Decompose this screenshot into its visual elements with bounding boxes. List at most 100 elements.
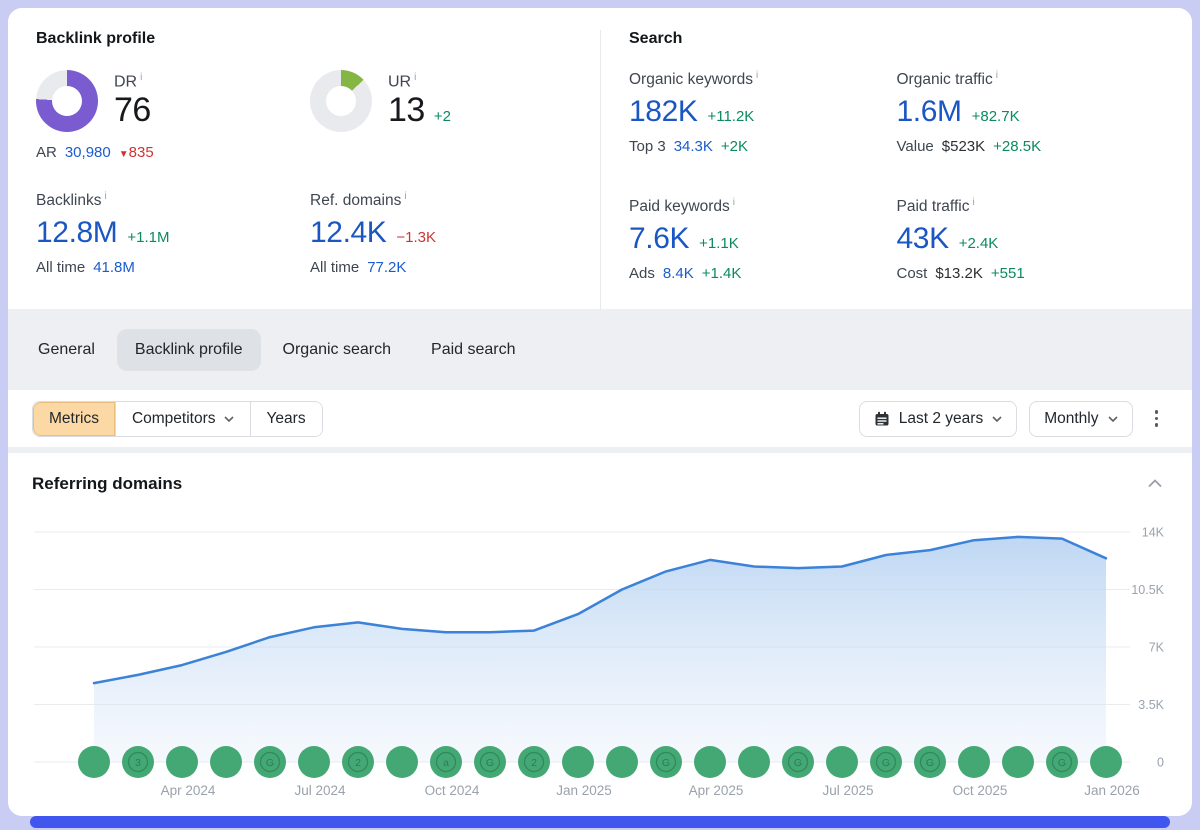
backlinks-value[interactable]: 12.8M xyxy=(36,216,118,250)
info-icon[interactable]: i xyxy=(995,70,998,81)
paid-traffic-value[interactable]: 43K xyxy=(896,222,950,256)
backlinks-sub-value[interactable]: 41.8M xyxy=(93,259,135,277)
calendar-event-marker[interactable] xyxy=(430,746,462,779)
calendar-event-marker[interactable] xyxy=(870,746,902,779)
y-axis-tick: 7K xyxy=(1149,641,1165,655)
competitors-label: Competitors xyxy=(131,409,216,427)
x-axis-tick: Jan 2026 xyxy=(1084,783,1140,798)
metrics-button[interactable]: Metrics xyxy=(33,401,116,436)
calendar-event-marker[interactable] xyxy=(782,746,814,779)
marker-glyph: G xyxy=(882,757,890,769)
calendar-event-marker[interactable] xyxy=(606,746,638,779)
top3-value[interactable]: 34.3K xyxy=(673,138,713,156)
calendar-event-marker[interactable] xyxy=(738,746,770,779)
backlinks-delta: +1.1M xyxy=(127,229,170,247)
granularity-dropdown[interactable]: Monthly xyxy=(1029,400,1133,437)
organic-keywords-value[interactable]: 182K xyxy=(629,95,698,129)
view-mode-group: Metrics Competitors Years xyxy=(32,400,323,437)
x-axis-tick: Jan 2025 xyxy=(556,783,612,798)
info-icon[interactable]: i xyxy=(104,191,107,202)
marker-glyph: 2 xyxy=(531,757,537,769)
organic-keywords-metric: Organic keywords i 182K +11.2K Top 3 34.3… xyxy=(629,70,897,155)
calendar-event-marker[interactable] xyxy=(1046,746,1078,779)
calendar-event-marker[interactable] xyxy=(1090,746,1122,779)
paid-traffic-delta: +2.4K xyxy=(958,235,999,253)
organic-traffic-delta: +82.7K xyxy=(971,108,1020,126)
marker-glyph: G xyxy=(1058,757,1066,769)
marker-ring xyxy=(347,751,369,773)
organic-traffic-metric: Organic traffic i 1.6M +82.7K Value $523K… xyxy=(897,70,1165,155)
ar-value[interactable]: 30,980 xyxy=(64,144,111,161)
organic-keywords-label: Organic keywords i xyxy=(629,70,759,89)
ref-domains-sub-value[interactable]: 77.2K xyxy=(367,259,407,277)
report-tabs: General Backlink profile Organic search … xyxy=(8,309,1192,390)
marker-ring xyxy=(523,751,545,773)
marker-ring xyxy=(919,751,941,773)
calendar-event-marker[interactable] xyxy=(914,746,946,779)
calendar-event-marker[interactable] xyxy=(78,746,110,779)
calendar-event-marker[interactable] xyxy=(122,746,154,779)
collapse-section-button[interactable] xyxy=(1142,471,1168,497)
x-axis-tick: Jul 2024 xyxy=(294,783,346,798)
calendar-event-marker[interactable] xyxy=(650,746,682,779)
marker-glyph: G xyxy=(794,757,802,769)
granularity-label: Monthly xyxy=(1044,409,1099,427)
ref-domains-value[interactable]: 12.4K xyxy=(310,216,387,250)
x-axis-tick: Apr 2024 xyxy=(161,783,216,798)
years-button[interactable]: Years xyxy=(250,401,322,436)
calendar-event-marker[interactable] xyxy=(210,746,242,779)
calendar-event-marker[interactable] xyxy=(166,746,198,779)
info-icon[interactable]: i xyxy=(732,197,736,209)
paid-keywords-delta: +1.1K xyxy=(699,235,739,253)
ref-domains-metric: Ref. domains i 12.4K −1.3K All time 77.2K xyxy=(310,191,584,276)
ads-value[interactable]: 8.4K xyxy=(662,265,694,283)
dr-donut-chart xyxy=(36,70,98,132)
value-label: Value xyxy=(896,138,934,156)
calendar-event-marker[interactable] xyxy=(474,746,506,779)
tab-paid-search[interactable]: Paid search xyxy=(431,340,516,358)
paid-traffic-label: Paid traffic i xyxy=(896,197,975,216)
tab-organic-search[interactable]: Organic search xyxy=(282,340,392,358)
info-icon[interactable]: i xyxy=(140,72,143,83)
x-axis-tick: Apr 2025 xyxy=(689,783,744,798)
y-axis-tick: 10.5K xyxy=(1131,583,1164,597)
ahrefs-overview-page: Backlink profile DR i 76 AR 30,980 ▼835 xyxy=(8,8,1192,816)
top3-delta: +2K xyxy=(720,138,749,156)
info-icon[interactable]: i xyxy=(972,197,975,209)
competitors-dropdown[interactable]: Competitors xyxy=(115,401,251,436)
dr-label: DR i xyxy=(114,72,143,91)
calendar-event-marker[interactable] xyxy=(562,746,594,779)
calendar-event-marker[interactable] xyxy=(694,746,726,779)
calendar-event-marker[interactable] xyxy=(342,746,374,779)
info-icon[interactable]: i xyxy=(404,191,407,202)
ur-donut-chart xyxy=(310,70,372,132)
chevron-down-icon xyxy=(992,416,1002,422)
info-icon[interactable]: i xyxy=(414,72,417,83)
organic-traffic-label: Organic traffic i xyxy=(896,70,998,89)
calendar-event-marker[interactable] xyxy=(254,746,286,779)
ur-value: 13 xyxy=(388,91,425,130)
marker-glyph: G xyxy=(926,757,934,769)
search-section: Search Organic keywords i 182K +11.2K Top… xyxy=(600,30,1165,310)
marker-ring xyxy=(1051,751,1073,773)
calendar-event-marker[interactable] xyxy=(826,746,858,779)
tab-general[interactable]: General xyxy=(38,340,95,358)
calendar-event-marker[interactable] xyxy=(518,746,550,779)
calendar-event-marker[interactable] xyxy=(298,746,330,779)
calendar-event-marker[interactable] xyxy=(958,746,990,779)
info-icon[interactable]: i xyxy=(756,70,759,81)
date-range-label: Last 2 years xyxy=(898,409,984,427)
more-options-kebab-icon[interactable] xyxy=(1145,404,1169,433)
marker-ring xyxy=(875,751,897,773)
organic-keywords-delta: +11.2K xyxy=(707,108,755,126)
calendar-event-marker[interactable] xyxy=(386,746,418,779)
calendar-event-marker[interactable] xyxy=(1002,746,1034,779)
ur-delta: +2 xyxy=(433,108,451,126)
organic-traffic-value[interactable]: 1.6M xyxy=(896,95,963,129)
tab-backlink-profile[interactable]: Backlink profile xyxy=(116,328,261,371)
paid-keywords-value[interactable]: 7.6K xyxy=(629,222,690,256)
y-axis-tick: 3.5K xyxy=(1138,698,1164,712)
calendar-icon xyxy=(875,411,889,426)
y-axis-tick: 14K xyxy=(1142,526,1165,540)
date-range-dropdown[interactable]: Last 2 years xyxy=(858,400,1018,437)
